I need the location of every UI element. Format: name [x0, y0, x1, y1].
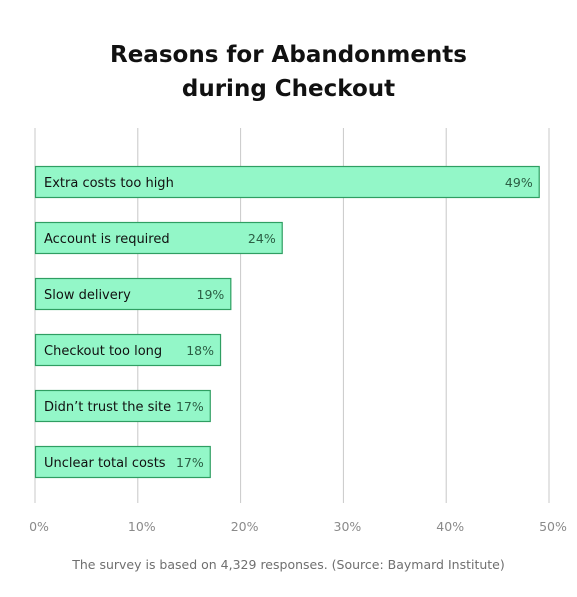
bar-value-label: 17% — [176, 455, 204, 470]
bar-value-label: 19% — [197, 287, 225, 302]
x-tick-label: 0% — [29, 519, 49, 534]
x-tick-label: 30% — [334, 519, 362, 534]
bar-value-label: 17% — [176, 399, 204, 414]
bar-value-label: 49% — [505, 175, 533, 190]
bar-value-label: 24% — [248, 231, 276, 246]
bar-category-label: Didn’t trust the site — [44, 400, 171, 415]
bars: Extra costs too high 49% Account is requir… — [34, 165, 540, 479]
bar-chart: Extra costs too high 49% Account is requir… — [29, 128, 567, 534]
x-tick-label: 10% — [128, 519, 156, 534]
bar — [34, 221, 283, 255]
x-tick-label: 20% — [231, 519, 259, 534]
bar-category-label: Checkout too long — [44, 344, 162, 359]
bar-value-label: 18% — [186, 343, 214, 358]
bar — [34, 389, 211, 423]
chart-title: Reasons for Abandonments during Checkout — [0, 38, 577, 106]
footnote: The survey is based on 4,329 responses. … — [72, 557, 505, 572]
bar-category-label: Account is required — [44, 232, 170, 247]
x-tick-label: 50% — [539, 519, 567, 534]
bar-category-label: Unclear total costs — [44, 456, 166, 471]
chart-title-line-2: during Checkout — [181, 76, 396, 102]
x-axis-ticks: 0% 10% 20% 30% 40% 50% — [29, 519, 567, 534]
bar — [34, 165, 540, 199]
x-tick-label: 40% — [436, 519, 464, 534]
bar — [34, 277, 232, 311]
bar-category-label: Extra costs too high — [44, 176, 174, 191]
bar — [34, 445, 211, 479]
bar-category-label: Slow delivery — [44, 288, 131, 303]
chart-title-line-1: Reasons for Abandonments — [110, 42, 467, 68]
bar — [34, 333, 222, 367]
